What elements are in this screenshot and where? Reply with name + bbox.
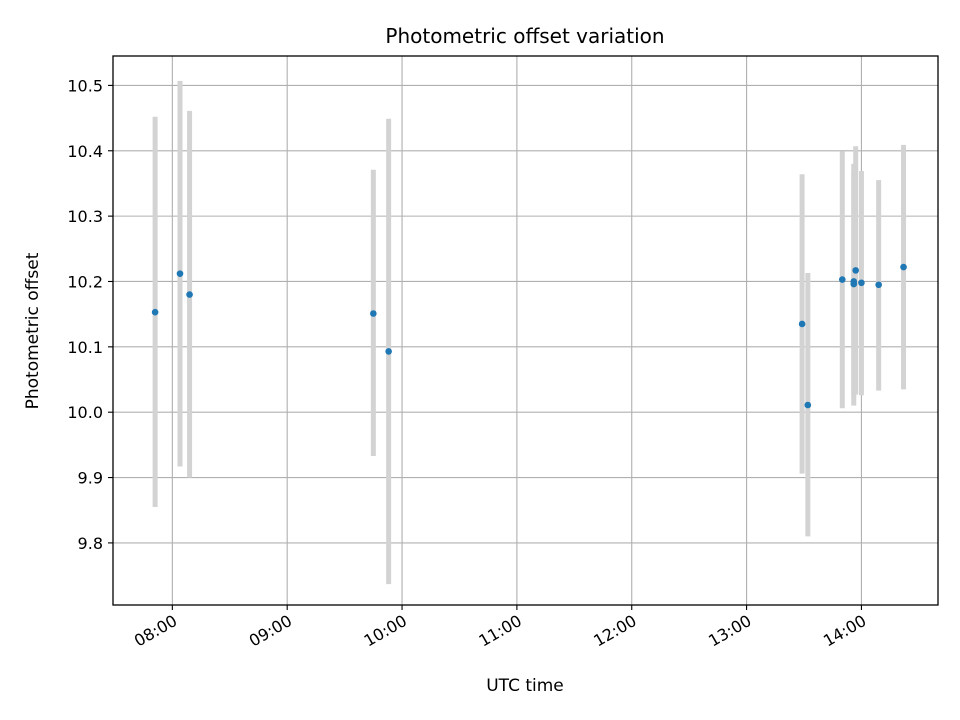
data-point <box>852 267 859 274</box>
y-tick-label: 9.9 <box>78 469 103 488</box>
data-point <box>186 291 193 298</box>
y-tick-label: 10.0 <box>67 403 103 422</box>
data-point <box>804 401 812 409</box>
y-tick-label: 10.5 <box>67 76 103 95</box>
data-point <box>858 279 865 287</box>
y-tick-label: 10.3 <box>67 207 103 226</box>
data-point <box>370 310 377 317</box>
data-point <box>875 281 882 289</box>
data-point <box>850 280 858 288</box>
data-point <box>385 348 392 355</box>
x-axis-label: UTC time <box>486 676 564 696</box>
y-tick-label: 10.1 <box>67 338 103 357</box>
data-points <box>151 263 907 409</box>
y-tick-label: 10.2 <box>67 272 103 291</box>
data-point <box>176 270 184 277</box>
data-point <box>798 320 806 328</box>
y-axis-ticks: 9.8 9.9 10.0 10.1 10.2 10.3 10.4 10.5 <box>67 76 113 553</box>
y-tick-label: 10.4 <box>67 142 103 161</box>
chart-title: Photometric offset variation <box>385 24 664 48</box>
data-point <box>151 308 159 316</box>
y-tick-label: 9.8 <box>78 534 103 553</box>
data-point <box>900 263 907 271</box>
data-point <box>838 276 846 283</box>
y-axis-label: Photometric offset <box>23 252 43 409</box>
plot-frame <box>112 55 939 606</box>
